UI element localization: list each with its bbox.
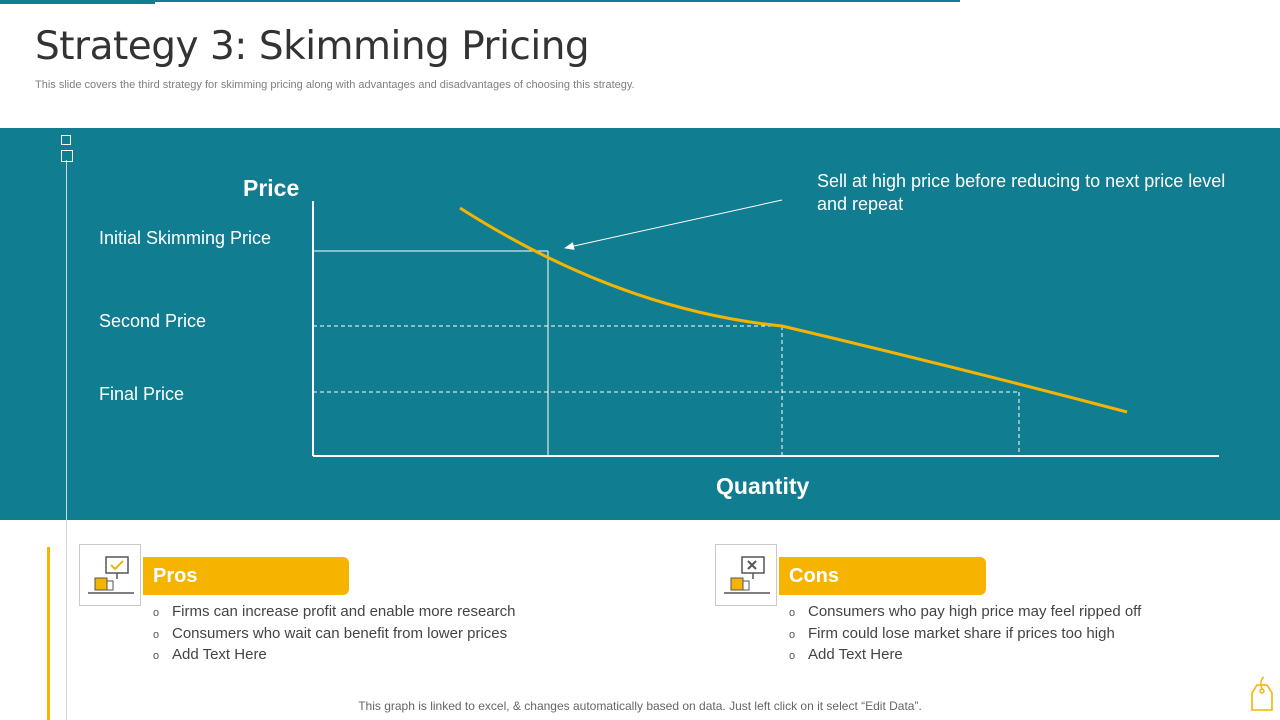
bullet-marker: o xyxy=(789,628,796,641)
final-price-label: Final Price xyxy=(99,384,185,404)
pros-item-text: Add Text Here xyxy=(172,646,267,663)
list-item: o Add Text Here xyxy=(153,644,516,666)
bullet-marker: o xyxy=(153,607,160,619)
cons-item-text: Add Text Here xyxy=(808,646,903,663)
list-item: o Consumers who pay high price may feel r… xyxy=(789,601,1141,623)
list-item: o Firms can increase profit and enable mo… xyxy=(153,601,516,623)
pros-item-text: Firms can increase profit and enable mor… xyxy=(172,603,516,620)
second-price-label: Second Price xyxy=(99,311,207,331)
annotation-arrow xyxy=(564,199,783,250)
initial-price-label: Initial Skimming Price xyxy=(99,228,272,248)
pros-list: o Firms can increase profit and enable mo… xyxy=(153,601,516,666)
chart-band xyxy=(0,128,1280,520)
decor-square-bottom xyxy=(61,150,73,162)
bullet-marker: o xyxy=(153,650,160,662)
cons-item-text: Consumers who pay high price may feel ri… xyxy=(808,603,1142,620)
bullet-marker: o xyxy=(789,650,796,662)
cons-item-text: Firm could lose market share if prices t… xyxy=(808,624,1115,642)
footer-note: This graph is linked to excel, & changes… xyxy=(358,699,922,713)
thumbs-down-cross-icon xyxy=(724,556,770,594)
cons-icon-box xyxy=(715,544,777,606)
decor-gold-bar xyxy=(47,547,50,720)
decor-vertical-line xyxy=(66,160,67,720)
cons-label: Cons xyxy=(779,557,986,595)
top-accent-line xyxy=(155,0,960,2)
pros-label: Pros xyxy=(143,557,349,595)
list-item: o Consumers who wait can benefit from low… xyxy=(153,623,516,645)
slide-title: Strategy 3: Skimming Pricing xyxy=(35,24,590,69)
decor-square-top xyxy=(61,135,71,145)
pricing-chart xyxy=(312,199,1219,457)
pros-icon-box xyxy=(79,544,141,606)
pros-item-text: Consumers who wait can benefit from lowe… xyxy=(172,624,508,642)
demand-curve xyxy=(459,206,1128,414)
bullet-marker: o xyxy=(789,607,796,619)
thumbs-up-check-icon xyxy=(88,556,134,594)
list-item: o Firm could lose market share if prices … xyxy=(789,623,1141,645)
x-axis-title: Quantity xyxy=(716,473,810,499)
cons-list: o Consumers who pay high price may feel r… xyxy=(789,601,1141,666)
list-item: o Add Text Here xyxy=(789,644,1141,666)
price-tag-icon xyxy=(1251,676,1273,711)
y-axis-title: Price xyxy=(243,175,300,201)
chart-annotation: Sell at high price before reducing to ne… xyxy=(817,171,1226,214)
top-accent-bar xyxy=(0,0,155,4)
slide-subtitle: This slide covers the third strategy for… xyxy=(35,79,635,91)
bullet-marker: o xyxy=(153,628,160,641)
